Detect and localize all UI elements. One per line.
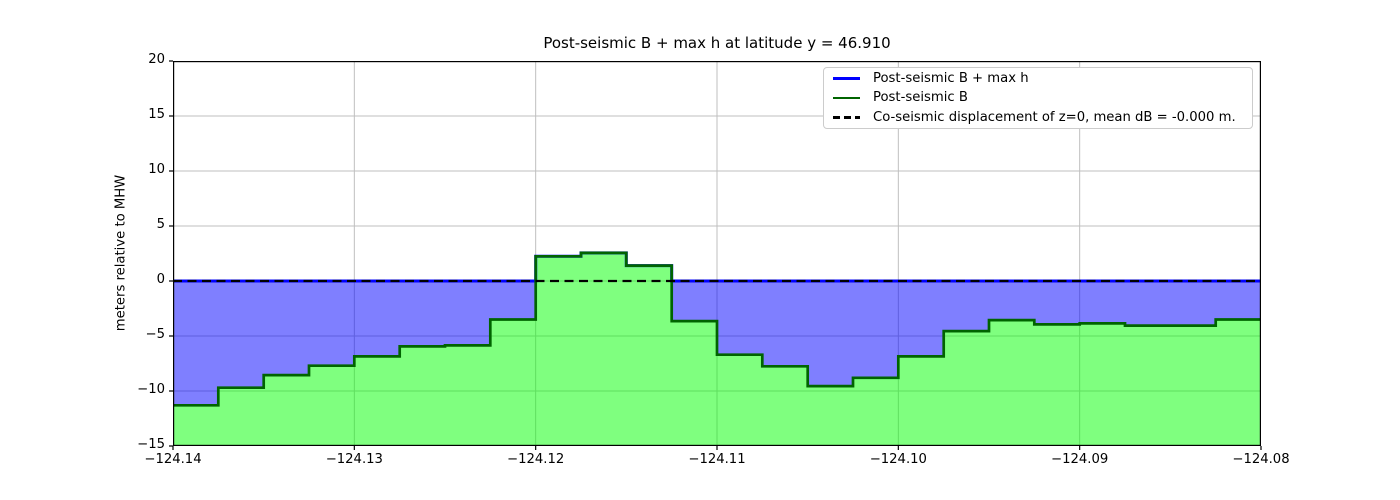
y-tick-label: 10 <box>148 162 165 177</box>
legend-line-sample-dashed <box>833 116 860 119</box>
legend-line-sample-green <box>833 96 860 100</box>
legend-label: Post-seismic B + max h <box>873 70 1029 86</box>
y-tick-label: −5 <box>145 327 165 342</box>
legend-row: Co-seismic displacement of z=0, mean dB … <box>833 108 1252 127</box>
y-axis-label: meters relative to MHW <box>113 174 129 332</box>
b-step-line <box>173 251 1261 407</box>
y-tick-label: 0 <box>156 272 165 287</box>
legend-row: Post-seismic B + max h <box>833 69 1252 88</box>
x-tick-label: −124.13 <box>325 452 383 467</box>
y-tick-label: 15 <box>148 107 165 122</box>
legend-label: Post-seismic B <box>873 90 968 106</box>
x-tick-label: −124.14 <box>144 452 202 467</box>
legend-row: Post-seismic B <box>833 88 1252 107</box>
legend-label: Co-seismic displacement of z=0, mean dB … <box>873 109 1236 125</box>
legend: Post-seismic B + max h Post-seismic B Co… <box>823 67 1253 129</box>
y-tick-label: −15 <box>137 437 165 452</box>
x-tick-label: −124.08 <box>1232 452 1290 467</box>
x-tick-label: −124.11 <box>688 452 746 467</box>
y-tick-label: 5 <box>156 217 165 232</box>
legend-line-sample-blue <box>833 77 860 80</box>
y-tick-label: 20 <box>148 52 165 67</box>
x-tick-label: −124.09 <box>1051 452 1109 467</box>
x-tick-label: −124.12 <box>507 452 565 467</box>
x-tick-label: −124.10 <box>869 452 927 467</box>
axes-frame <box>173 61 1262 446</box>
plot-area <box>169 60 1262 450</box>
chart-title: Post-seismic B + max h at latitude y = 4… <box>543 34 891 52</box>
y-tick-label: −10 <box>137 382 165 397</box>
